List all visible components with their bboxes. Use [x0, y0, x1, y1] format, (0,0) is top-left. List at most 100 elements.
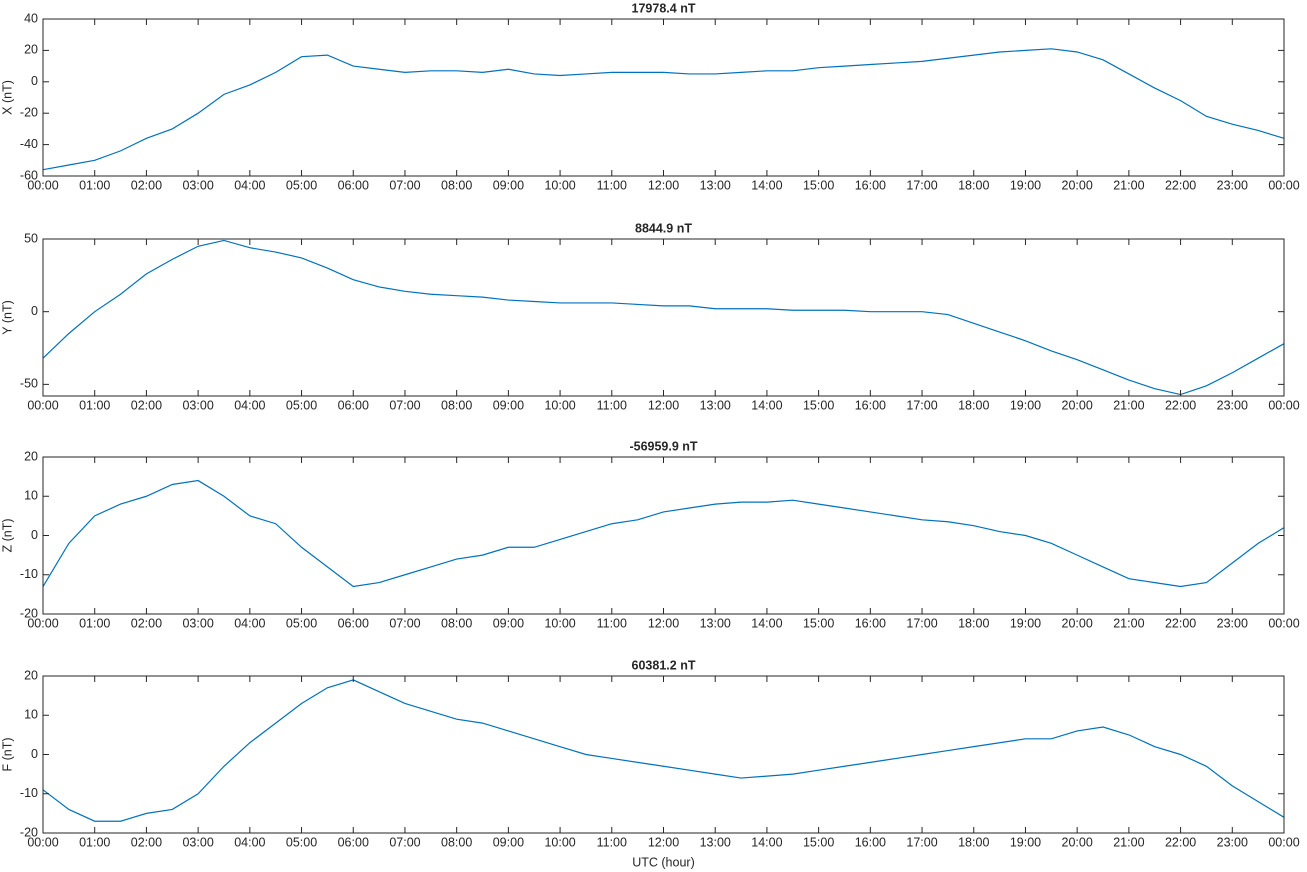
x-tick-label: 19:00 — [1010, 178, 1041, 192]
x-tick-label: 18:00 — [958, 178, 989, 192]
x-tick-label: 07:00 — [389, 835, 420, 849]
plot-area — [43, 19, 1284, 176]
x-tick-label: 01:00 — [79, 616, 110, 630]
y-tick-label: 10 — [24, 489, 38, 503]
x-tick-label: 00:00 — [27, 398, 58, 412]
plot-area — [43, 457, 1284, 614]
x-tick-label: 14:00 — [751, 398, 782, 412]
plot-area — [43, 239, 1284, 396]
x-axis-label: UTC (hour) — [632, 855, 695, 869]
x-tick-label: 21:00 — [1113, 398, 1144, 412]
x-tick-label: 17:00 — [906, 616, 937, 630]
y-tick-label: -40 — [20, 137, 38, 151]
x-tick-label: 10:00 — [544, 616, 575, 630]
x-tick-label: 16:00 — [855, 178, 886, 192]
x-tick-label: 17:00 — [906, 835, 937, 849]
x-tick-label: 20:00 — [1062, 835, 1093, 849]
chart-title: 60381.2 nT — [632, 658, 696, 672]
x-tick-label: 12:00 — [648, 398, 679, 412]
x-tick-label: 04:00 — [234, 398, 265, 412]
x-tick-label: 15:00 — [803, 398, 834, 412]
x-tick-label: 01:00 — [79, 178, 110, 192]
x-tick-label: 13:00 — [700, 398, 731, 412]
x-tick-label: 22:00 — [1165, 178, 1196, 192]
x-tick-label: 06:00 — [338, 835, 369, 849]
chart-title: 8844.9 nT — [635, 221, 692, 235]
x-tick-label: 17:00 — [906, 178, 937, 192]
x-tick-label: 18:00 — [958, 398, 989, 412]
x-tick-label: 03:00 — [182, 616, 213, 630]
panel: 00:00 01:00 02:00 03:00 04:00 05:00 06:00 07:00… — [0, 1, 1299, 192]
chart-title: -56959.9 nT — [629, 439, 697, 453]
x-tick-label: 11:00 — [597, 178, 627, 192]
x-tick-label: 02:00 — [131, 178, 162, 192]
plot-area — [43, 676, 1284, 833]
x-tick-label: 18:00 — [958, 835, 989, 849]
x-tick-label: 16:00 — [855, 398, 886, 412]
x-tick-label: 21:00 — [1113, 178, 1144, 192]
x-tick-label: 00:00 — [27, 616, 58, 630]
x-tick-label: 06:00 — [338, 616, 369, 630]
x-tick-label: 13:00 — [700, 616, 731, 630]
x-tick-label: 05:00 — [286, 835, 317, 849]
x-tick-label: 19:00 — [1010, 616, 1041, 630]
y-tick-label: -20 — [20, 606, 38, 620]
y-axis-label: X (nT) — [0, 80, 14, 115]
x-tick-label: 18:00 — [958, 616, 989, 630]
x-tick-label: 04:00 — [234, 835, 265, 849]
data-line — [42, 679, 1285, 822]
y-tick-label: 0 — [31, 747, 38, 761]
y-axis-label: Z (nT) — [0, 518, 14, 552]
x-tick-label: 09:00 — [493, 835, 524, 849]
x-tick-label: 05:00 — [286, 616, 317, 630]
x-tick-label: 07:00 — [389, 178, 420, 192]
x-tick-label: 00:00 — [27, 835, 58, 849]
x-tick-label: 10:00 — [544, 835, 575, 849]
x-tick-label: 12:00 — [648, 616, 679, 630]
x-tick-label: 12:00 — [648, 835, 679, 849]
x-tick-label: 23:00 — [1217, 835, 1248, 849]
y-tick-label: -20 — [20, 825, 38, 839]
y-tick-label: 20 — [24, 449, 38, 463]
x-tick-label: 09:00 — [493, 178, 524, 192]
x-tick-label: 02:00 — [131, 398, 162, 412]
x-tick-label: 11:00 — [597, 616, 627, 630]
y-axis-label: F (nT) — [0, 737, 14, 771]
x-tick-label: 14:00 — [751, 616, 782, 630]
chart-title: 17978.4 nT — [632, 1, 696, 15]
x-tick-label: 15:00 — [803, 835, 834, 849]
x-tick-label: 17:00 — [906, 398, 937, 412]
data-line — [42, 479, 1285, 588]
y-tick-label: 0 — [31, 528, 38, 542]
y-tick-label: 20 — [24, 668, 38, 682]
x-tick-label: 03:00 — [182, 398, 213, 412]
x-tick-label: 04:00 — [234, 616, 265, 630]
x-tick-label: 15:00 — [803, 178, 834, 192]
x-tick-label: 23:00 — [1217, 178, 1248, 192]
y-tick-label: -20 — [20, 105, 38, 119]
x-tick-label: 01:00 — [79, 398, 110, 412]
x-tick-label: 22:00 — [1165, 616, 1196, 630]
x-tick-label: 10:00 — [544, 398, 575, 412]
x-tick-label: 03:00 — [182, 178, 213, 192]
x-tick-label: 07:00 — [389, 398, 420, 412]
x-tick-label: 00:00 — [1268, 178, 1299, 192]
x-tick-label: 22:00 — [1165, 398, 1196, 412]
x-tick-label: 00:00 — [1268, 835, 1299, 849]
x-tick-label: 11:00 — [597, 398, 627, 412]
x-tick-label: 19:00 — [1010, 398, 1041, 412]
x-tick-label: 07:00 — [389, 616, 420, 630]
x-tick-label: 01:00 — [79, 835, 110, 849]
x-tick-label: 15:00 — [803, 616, 834, 630]
x-tick-label: 00:00 — [1268, 398, 1299, 412]
x-tick-label: 08:00 — [441, 178, 472, 192]
x-tick-label: 03:00 — [182, 835, 213, 849]
x-tick-label: 05:00 — [286, 398, 317, 412]
x-tick-label: 09:00 — [493, 398, 524, 412]
panel: 00:00 01:00 02:00 03:00 04:00 05:00 06:00 07:00… — [0, 658, 1299, 869]
x-tick-label: 04:00 — [234, 178, 265, 192]
x-tick-label: 23:00 — [1217, 398, 1248, 412]
y-axis-label: Y (nT) — [0, 300, 14, 335]
y-tick-label: 50 — [24, 231, 38, 245]
